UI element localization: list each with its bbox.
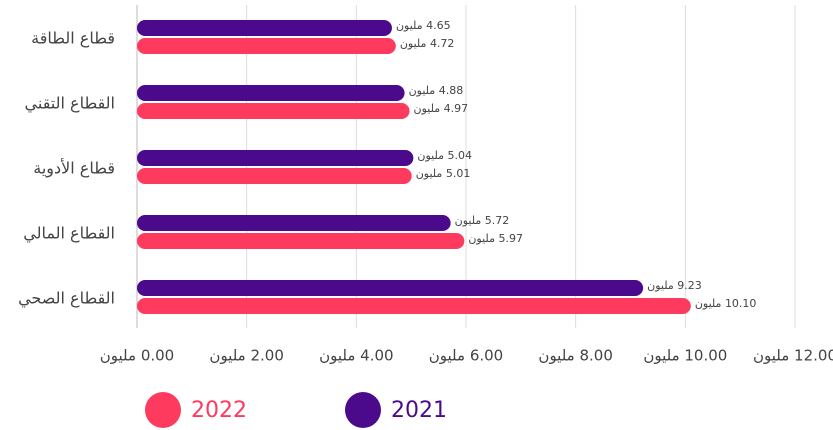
- value-label: 10.10 مليون: [695, 297, 757, 310]
- x-tick-label: 0.00 مليون: [100, 347, 174, 365]
- bar: [137, 215, 451, 231]
- y-tick-label: قطاع الأدوية: [33, 158, 115, 179]
- legend-label: 2022: [191, 398, 247, 423]
- x-tick-label: 4.00 مليون: [319, 347, 393, 365]
- bar: [137, 103, 410, 119]
- x-tick-label: 12.00 مليون: [753, 347, 833, 365]
- value-label: 5.04 مليون: [417, 149, 472, 162]
- y-tick-label: القطاع المالي: [23, 224, 115, 244]
- bar: [137, 298, 691, 314]
- value-label: 4.72 مليون: [400, 37, 455, 50]
- y-tick-label: قطاع الطاقة: [31, 29, 115, 49]
- legend-swatch: [145, 392, 181, 428]
- bar: [137, 150, 414, 166]
- bar: [137, 280, 644, 296]
- x-tick-label: 8.00 مليون: [538, 347, 612, 365]
- value-label: 5.97 مليون: [468, 232, 523, 245]
- value-label: 9.23 مليون: [647, 279, 702, 292]
- x-tick-label: 10.00 مليون: [643, 347, 727, 365]
- value-label: 4.65 مليون: [396, 19, 451, 32]
- y-tick-label: القطاع التقني: [25, 94, 115, 114]
- bar: [137, 20, 392, 36]
- bar: [137, 233, 465, 249]
- x-tick-label: 6.00 مليون: [429, 347, 503, 365]
- value-label: 4.88 مليون: [409, 84, 464, 97]
- bar: [137, 168, 412, 184]
- bar: [137, 85, 405, 101]
- value-label: 4.97 مليون: [414, 102, 469, 115]
- value-label: 5.72 مليون: [455, 214, 510, 227]
- bar: [137, 38, 396, 54]
- legend-swatch: [345, 392, 381, 428]
- value-label: 5.01 مليون: [416, 167, 471, 180]
- legend-label: 2021: [391, 398, 447, 423]
- y-tick-label: القطاع الصحي: [18, 289, 115, 309]
- x-tick-label: 2.00 مليون: [209, 347, 283, 365]
